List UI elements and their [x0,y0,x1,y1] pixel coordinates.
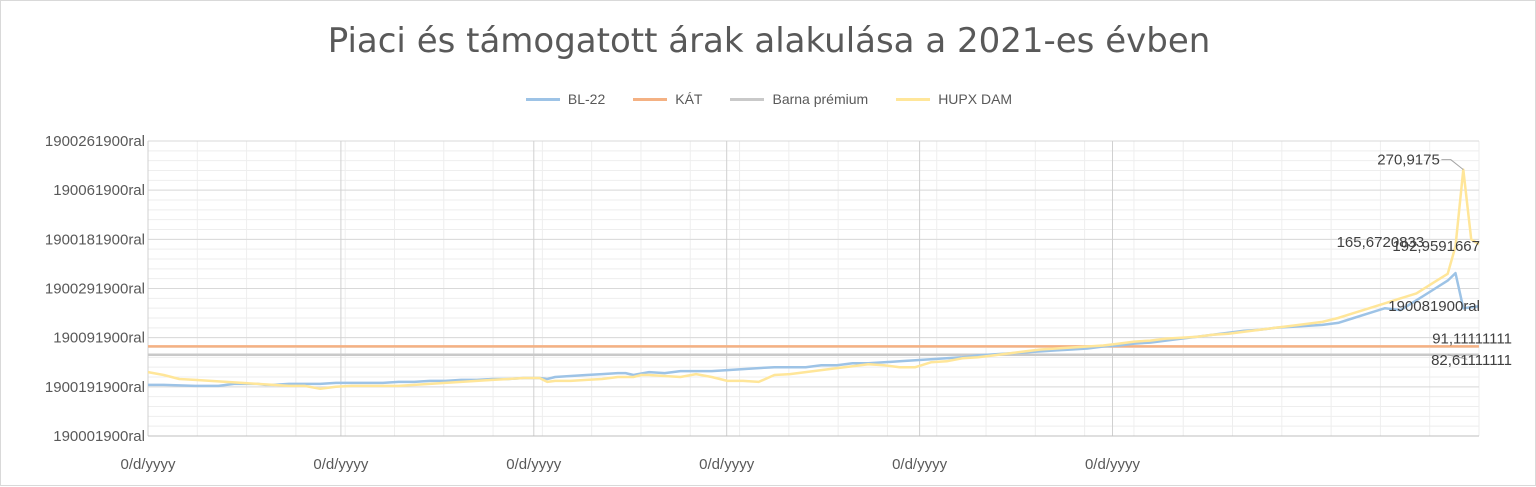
legend-item-hupx-dam: HUPX DAM [896,91,1012,107]
x-tick-label: 0/d/yyyy [1085,456,1141,473]
data-label-bl22-end: 190081900ral [1388,298,1480,315]
legend-item-kat: KÁT [633,91,702,107]
legend-label-hupx-dam: HUPX DAM [938,91,1013,107]
legend-label-barna-premium: Barna prémium [772,91,869,107]
y-tick-label: 190061900ral [53,182,145,199]
legend-label-bl22: BL-22 [567,91,606,107]
y-tick-label: 190091900ral [53,330,145,347]
data-label-hupx-end: 192,9591667 [1392,238,1480,255]
y-tick-label: 1900261900ral [45,133,145,150]
y-tick-label: 1900191900ral [45,379,145,396]
leader-line-peak [1441,159,1464,170]
legend-label-kat: KÁT [675,91,703,107]
series-line-hupx-dam [147,168,1480,391]
data-label-peak: 270,9175 [1377,152,1440,169]
x-tick-label: 0/d/yyyy [313,456,369,473]
data-label-bl22-peak: 165,6720833 [1337,234,1425,251]
x-tick-label: 0/d/yyyy [120,456,176,473]
x-tick-label: 0/d/yyyy [506,456,562,473]
legend-swatch-barna-premium [730,97,765,101]
legend: BL-22 KÁT Barna prémium HUPX DAM [1,91,1536,107]
legend-swatch-bl22 [525,97,560,101]
series-line-bl-22 [148,271,1480,388]
x-tick-label: 0/d/yyyy [892,456,948,473]
legend-swatch-kat [633,97,668,101]
legend-item-barna-premium: Barna prémium [730,91,868,107]
y-tick-label: 190001900ral [53,428,145,445]
y-tick-label: 1900181900ral [45,231,145,248]
y-tick-label: 1900291900ral [45,281,145,298]
legend-item-bl22: BL-22 [525,91,606,107]
leader-line-barna [1447,354,1468,360]
legend-swatch-hupx-dam [896,97,931,101]
x-tick-label: 0/d/yyyy [699,456,755,473]
data-label-barna: 82,61111111 [1431,352,1512,369]
chart-title: Piaci és támogatott árak alakulása a 202… [327,21,1211,61]
data-label-kat: 91,11111111 [1432,330,1512,347]
